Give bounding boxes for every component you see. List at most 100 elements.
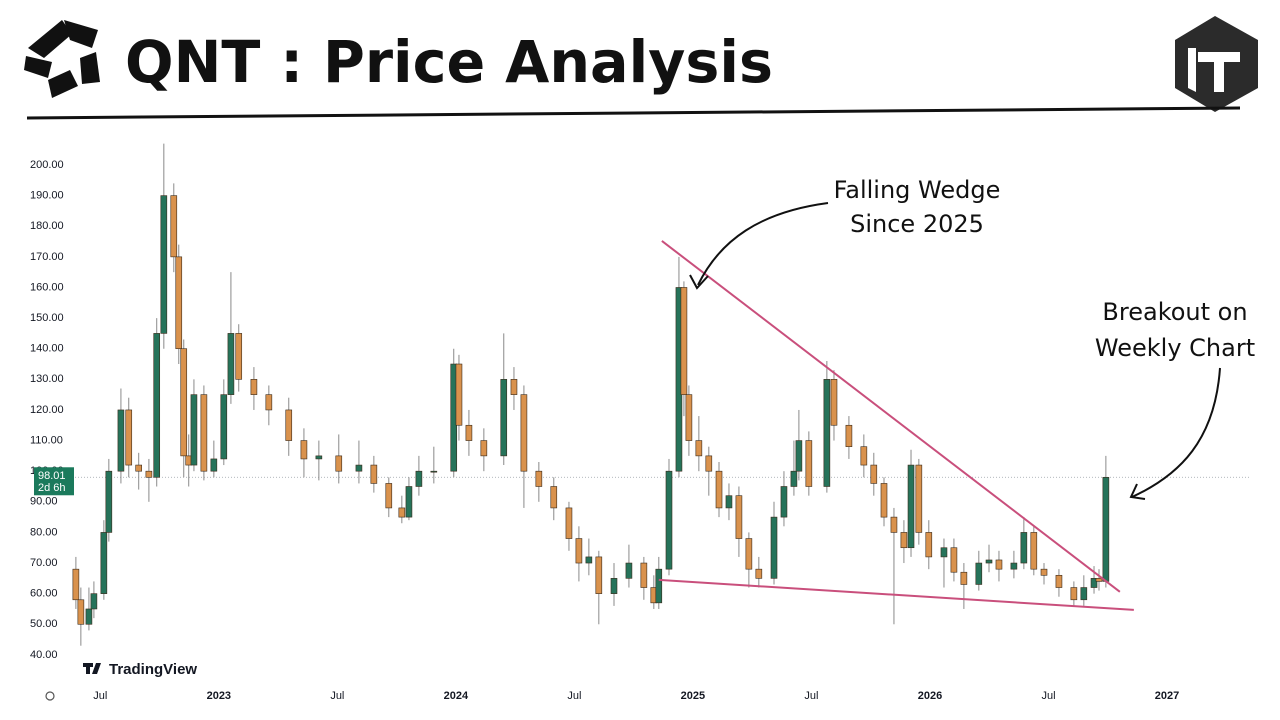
y-tick-label: 60.00 — [30, 588, 58, 600]
candle-body — [170, 195, 178, 258]
x-tick-label: Jul — [567, 690, 581, 702]
candle-body — [520, 394, 528, 472]
candle-body — [1055, 574, 1063, 588]
y-tick-label: 110.00 — [30, 434, 63, 446]
candle-body — [1070, 587, 1078, 601]
candle-body — [950, 547, 958, 573]
x-tick-label: Jul — [1041, 690, 1055, 702]
y-tick-label: 130.00 — [30, 373, 64, 385]
candle-body — [755, 568, 763, 579]
candle-body — [985, 559, 993, 564]
x-tick-label: 2027 — [1155, 690, 1179, 702]
candle-body — [610, 578, 618, 594]
candle-body — [715, 470, 723, 509]
title: QNT : Price Analysis — [125, 28, 773, 96]
watermark: TradingView — [109, 661, 197, 678]
candle-body — [575, 538, 583, 564]
plot: 40.0050.0060.0070.0080.0090.00100.00110.… — [30, 143, 1250, 702]
candle-body — [1095, 578, 1103, 582]
candle-body — [465, 424, 473, 441]
x-tick-label: 2024 — [444, 690, 469, 702]
candle-body — [135, 464, 143, 472]
arrowhead — [689, 274, 709, 290]
candle-body — [398, 507, 406, 518]
candle-body — [250, 379, 258, 395]
candle-body — [890, 516, 898, 533]
candle-body — [300, 440, 308, 460]
quant-logo — [24, 20, 100, 98]
candle-body — [940, 547, 948, 558]
candle-body — [455, 363, 463, 426]
annotation: Falling Wedge — [834, 176, 1001, 204]
candle-body — [210, 458, 218, 472]
candle-body — [145, 470, 153, 478]
candle-body — [845, 424, 853, 447]
candle-body — [510, 379, 518, 395]
candle-body — [227, 333, 235, 395]
settings-icon[interactable] — [45, 691, 55, 701]
brand-logo — [1175, 16, 1258, 112]
y-tick-label: 200.00 — [30, 159, 64, 171]
candle-body — [625, 562, 633, 579]
candle-body — [430, 470, 438, 473]
candle-body — [105, 470, 113, 533]
candle-body — [655, 568, 663, 604]
candle-body — [175, 256, 183, 350]
x-tick-label: Jul — [804, 690, 818, 702]
candle-body — [780, 486, 788, 518]
candle-body — [860, 446, 868, 466]
x-tick-label: Jul — [330, 690, 344, 702]
candle-body — [335, 455, 343, 472]
candle-body — [385, 483, 393, 509]
candle-body — [823, 379, 831, 487]
candle-body — [805, 440, 813, 487]
annotation: Breakout on — [1102, 298, 1247, 326]
candle-body — [640, 562, 648, 588]
x-tick-label: Jul — [93, 690, 107, 702]
arrow — [697, 202, 829, 286]
candle-body — [100, 532, 108, 594]
y-tick-label: 80.00 — [30, 526, 58, 538]
y-tick-label: 160.00 — [30, 281, 64, 293]
candle-body — [695, 440, 703, 457]
x-tick-label: 2025 — [681, 690, 705, 702]
candle-body — [235, 333, 243, 380]
candle-body — [565, 507, 573, 539]
candle-body — [907, 464, 915, 549]
candle-body — [925, 532, 933, 558]
candle-body — [153, 333, 161, 478]
candle-body — [535, 470, 543, 487]
candle-body — [960, 571, 968, 585]
candle-body — [500, 379, 508, 457]
candle-body — [72, 568, 80, 601]
candle-body — [265, 394, 273, 411]
y-tick-label: 90.00 — [30, 496, 58, 508]
candle-body — [1090, 578, 1098, 588]
candle-body — [125, 409, 133, 466]
y-tick-label: 40.00 — [30, 649, 58, 661]
candle-body — [220, 394, 228, 460]
annotation: Weekly Chart — [1095, 334, 1255, 362]
candle-body — [770, 516, 778, 579]
candle-body — [117, 409, 125, 472]
candle-body — [315, 455, 323, 460]
candle-body — [995, 559, 1003, 570]
header-rule — [26, 106, 1241, 120]
x-tick-label: 2023 — [207, 690, 231, 702]
candle-body — [370, 464, 378, 484]
candle-body — [705, 455, 713, 472]
y-tick-label: 120.00 — [30, 404, 64, 416]
last-price-label: 98.01 — [38, 470, 66, 482]
candle-body — [900, 532, 908, 549]
last-price-box — [34, 467, 74, 496]
candle-body — [915, 464, 923, 533]
y-tick-label: 70.00 — [30, 557, 58, 569]
candle-body — [585, 556, 593, 564]
candle-body — [830, 379, 838, 426]
candle-body — [190, 394, 198, 466]
countdown-label: 2d 6h — [38, 482, 66, 494]
candle-body — [480, 440, 488, 457]
candle-body — [1030, 532, 1038, 570]
